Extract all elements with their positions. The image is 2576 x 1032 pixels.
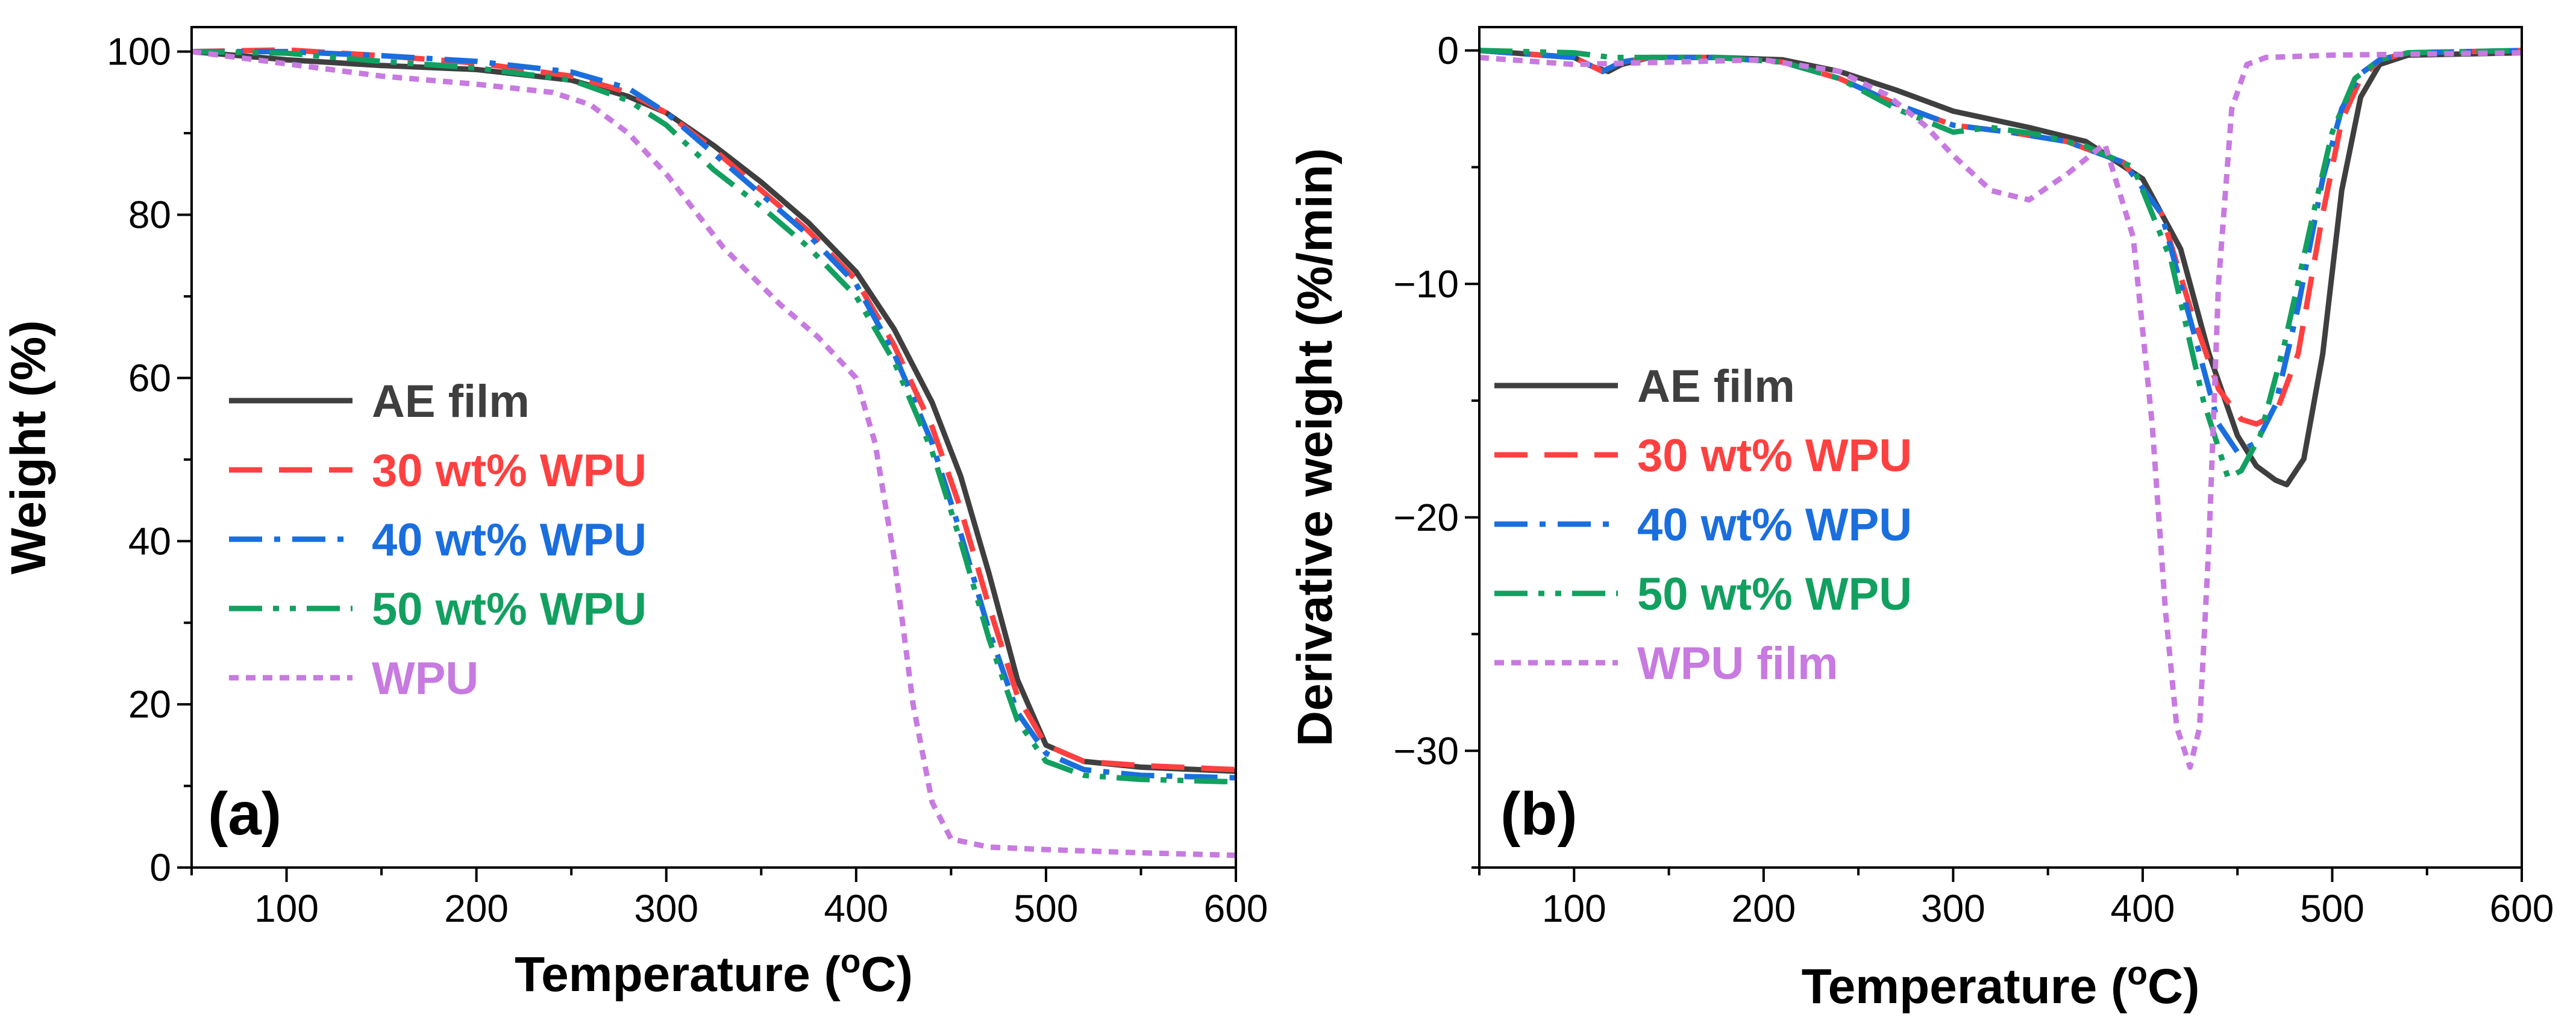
legend-label: 30 wt% WPU	[372, 445, 647, 496]
series-line-wpu-film	[1479, 50, 2522, 770]
x-tick-label: 600	[1204, 887, 1268, 930]
legend-label: AE film	[372, 376, 530, 427]
series-line-50-wt-wpu	[192, 49, 1236, 785]
legend-label: 50 wt% WPU	[372, 584, 647, 635]
y-tick-label: 20	[128, 683, 171, 726]
series-line-40-wt-wpu	[192, 49, 1236, 781]
x-tick-label: 500	[2300, 887, 2364, 930]
legend-label: 40 wt% WPU	[372, 514, 647, 566]
legend-label: 30 wt% WPU	[1637, 430, 1912, 481]
panel-a-weight-chart: 100 200 300 400 500 600 0 20 40 60 80 100 Temperatur…	[1, 26, 1268, 1002]
series-line-wpu	[192, 49, 1236, 858]
y-tick-label: −10	[1393, 262, 1459, 305]
y-tick-label: 80	[128, 193, 171, 237]
x-tick-label: 600	[2490, 887, 2554, 930]
series-line-ae-film	[1479, 48, 2522, 487]
y-axis-title: Derivative weight (%/min)	[1288, 148, 1343, 746]
legend: AE film 30 wt% WPU 40 wt% WPU 50 wt% WPU WPU	[229, 376, 647, 704]
series-line-50-wt-wpu	[1479, 48, 2522, 481]
series-group	[1479, 48, 2522, 770]
y-tick-label: 60	[128, 356, 171, 399]
y-tick-label: 40	[128, 519, 171, 563]
legend: AE film 30 wt% WPU 40 wt% WPU 50 wt% WPU WPU…	[1494, 361, 1912, 689]
plot-frame	[1478, 26, 2523, 869]
panel-label: (b)	[1500, 780, 1578, 848]
y-tick-label: −20	[1393, 496, 1459, 539]
legend-label: WPU film	[1637, 638, 1838, 689]
series-group	[192, 47, 1236, 858]
legend-label: 50 wt% WPU	[1637, 569, 1912, 620]
x-axis-title: Temperature (oC)	[1802, 954, 2200, 1014]
x-tick-label: 400	[824, 887, 888, 930]
y-tick-label: −30	[1393, 729, 1459, 772]
legend-label: AE film	[1637, 361, 1795, 412]
x-tick-label: 100	[254, 887, 319, 930]
panel-b-derivative-chart: 100 200 300 400 500 600 0 −10 −20 −30 Temperature …	[1288, 26, 2554, 1014]
plot-frame	[190, 26, 1237, 869]
panel-label: (a)	[208, 780, 281, 848]
legend-label: WPU	[372, 653, 478, 704]
series-line-30-wt-wpu	[1479, 48, 2522, 427]
x-tick-label: 200	[444, 887, 509, 930]
x-tick-label: 500	[1014, 887, 1079, 930]
y-tick-label: 0	[149, 846, 171, 889]
series-line-ae-film	[192, 49, 1236, 774]
x-tick-label: 400	[2111, 887, 2175, 930]
series-line-30-wt-wpu	[192, 47, 1236, 772]
x-tick-label: 200	[1731, 887, 1796, 930]
y-tick-label: 0	[1437, 29, 1459, 72]
x-tick-label: 300	[634, 887, 698, 930]
legend-label: 40 wt% WPU	[1637, 499, 1912, 551]
series-line-40-wt-wpu	[1479, 48, 2522, 455]
y-axis-title: Weight (%)	[1, 320, 56, 574]
x-axis-title: Temperature (oC)	[515, 942, 913, 1002]
y-tick-label: 100	[107, 30, 171, 73]
x-tick-label: 300	[1921, 887, 1985, 930]
x-tick-label: 100	[1542, 887, 1606, 930]
